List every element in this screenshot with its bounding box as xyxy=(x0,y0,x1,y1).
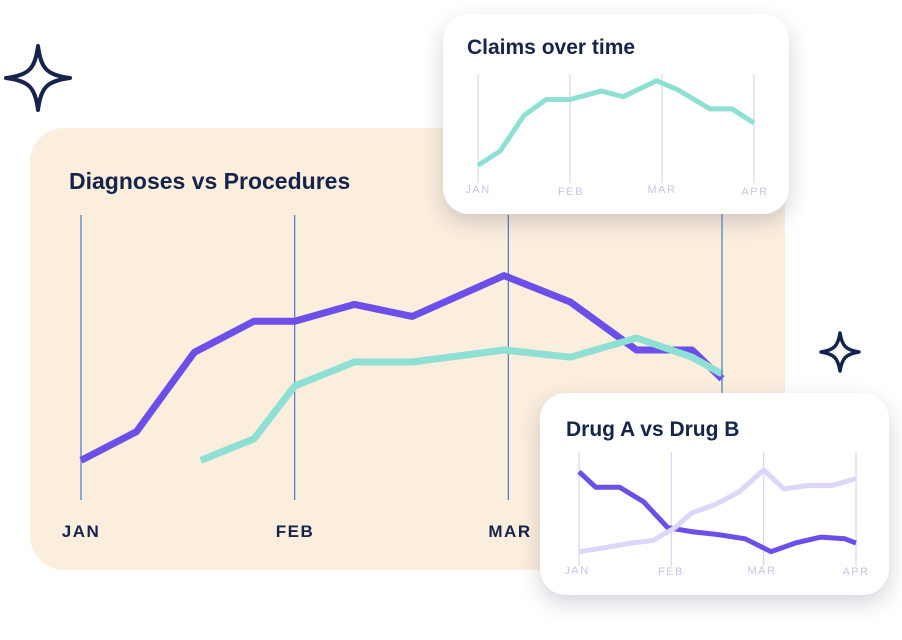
main-x-tick-label: MAR xyxy=(488,522,532,541)
claims-x-tick-label: JAN xyxy=(465,184,491,196)
main-series-line-2 xyxy=(199,334,724,464)
claims-chart-card: Claims over time JAN FEB MAR APR xyxy=(443,14,789,214)
claims-x-tick-label: FEB xyxy=(558,186,584,198)
main-x-tick-label: JAN xyxy=(61,522,101,541)
drug-series-line-1 xyxy=(577,469,857,555)
claims-series-line-1 xyxy=(476,78,756,168)
drug-x-tick-label: FEB xyxy=(658,566,684,578)
drug-x-tick-label: MAR xyxy=(747,565,777,577)
claims-x-tick-label: MAR xyxy=(647,184,677,196)
claims-x-tick-label: APR xyxy=(741,186,769,198)
drug-chart-title: Drug A vs Drug B xyxy=(566,418,740,441)
sparkle-icon xyxy=(4,44,72,112)
drug-chart-card: Drug A vs Drug B JAN FEB MAR APR xyxy=(540,393,889,595)
main-series-line-1 xyxy=(79,272,725,464)
sparkle-icon xyxy=(819,331,861,373)
claims-chart-title: Claims over time xyxy=(467,36,636,59)
drug-series-line-2 xyxy=(578,467,857,555)
main-x-tick-label: FEB xyxy=(275,522,315,541)
drug-x-tick-label: JAN xyxy=(564,565,590,577)
main-chart-title: Diagnoses vs Procedures xyxy=(69,168,351,194)
drug-x-tick-label: APR xyxy=(842,566,870,578)
